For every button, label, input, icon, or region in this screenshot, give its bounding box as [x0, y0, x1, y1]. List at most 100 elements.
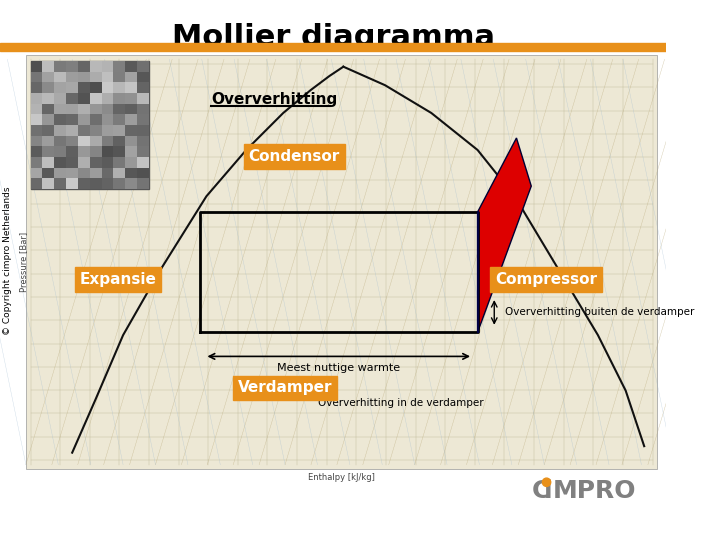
Bar — [125, 146, 138, 157]
Bar — [30, 157, 42, 167]
Bar — [54, 61, 66, 72]
Bar — [125, 114, 138, 125]
Bar — [78, 178, 90, 189]
Bar — [125, 136, 138, 146]
Text: Meest nuttige warmte: Meest nuttige warmte — [277, 363, 400, 374]
Bar — [125, 72, 138, 83]
Bar — [125, 83, 138, 93]
Bar — [114, 146, 125, 157]
Bar — [90, 146, 102, 157]
Bar — [54, 157, 66, 167]
Bar — [114, 104, 125, 114]
Bar — [54, 146, 66, 157]
Bar — [125, 167, 138, 178]
Bar — [66, 157, 78, 167]
Bar — [90, 157, 102, 167]
Bar — [42, 93, 54, 104]
Bar — [54, 136, 66, 146]
Bar — [66, 83, 78, 93]
Bar — [66, 125, 78, 136]
Bar — [114, 114, 125, 125]
Bar — [66, 93, 78, 104]
Bar — [90, 125, 102, 136]
Bar — [42, 61, 54, 72]
Bar — [54, 114, 66, 125]
Bar — [90, 104, 102, 114]
Bar — [42, 125, 54, 136]
Bar — [125, 93, 138, 104]
Bar — [125, 178, 138, 189]
Bar — [114, 136, 125, 146]
Bar — [138, 136, 149, 146]
Bar — [102, 146, 114, 157]
Bar — [26, 55, 657, 469]
Text: Expansie: Expansie — [80, 272, 157, 287]
Bar — [138, 178, 149, 189]
Bar — [125, 157, 138, 167]
Bar — [42, 178, 54, 189]
Bar — [114, 167, 125, 178]
Bar — [54, 72, 66, 83]
Bar — [30, 178, 42, 189]
Text: © Copyright cimpro Netherlands: © Copyright cimpro Netherlands — [3, 187, 12, 335]
Bar — [30, 93, 42, 104]
Text: Verdamper: Verdamper — [238, 380, 333, 395]
Text: Compressor: Compressor — [495, 272, 597, 287]
Bar — [138, 72, 149, 83]
Bar — [78, 146, 90, 157]
Bar — [102, 61, 114, 72]
Bar — [114, 178, 125, 189]
Bar — [66, 114, 78, 125]
Text: Oververhitting buiten de verdamper: Oververhitting buiten de verdamper — [505, 307, 695, 317]
Bar — [138, 167, 149, 178]
Bar — [42, 72, 54, 83]
Bar — [66, 146, 78, 157]
Polygon shape — [477, 138, 531, 332]
Bar — [42, 114, 54, 125]
Bar — [30, 61, 149, 189]
Bar — [78, 114, 90, 125]
Bar — [78, 61, 90, 72]
Bar — [114, 157, 125, 167]
Bar — [125, 61, 138, 72]
Bar — [90, 72, 102, 83]
Bar — [42, 136, 54, 146]
Bar — [54, 125, 66, 136]
Bar — [102, 178, 114, 189]
Bar — [102, 72, 114, 83]
Bar — [54, 167, 66, 178]
Bar — [30, 104, 42, 114]
Text: Oververhitting in de verdamper: Oververhitting in de verdamper — [318, 397, 484, 408]
Bar — [114, 83, 125, 93]
Bar — [138, 146, 149, 157]
Text: Oververhitting: Oververhitting — [211, 92, 337, 106]
Bar — [90, 136, 102, 146]
Bar — [78, 136, 90, 146]
Bar — [66, 72, 78, 83]
Bar — [66, 167, 78, 178]
Bar — [90, 114, 102, 125]
Bar — [102, 167, 114, 178]
Bar — [42, 157, 54, 167]
Bar — [90, 167, 102, 178]
Bar — [30, 83, 42, 93]
Bar — [30, 136, 42, 146]
Bar — [102, 114, 114, 125]
Bar — [30, 125, 42, 136]
Text: C: C — [532, 478, 551, 503]
Bar — [90, 83, 102, 93]
Bar — [54, 178, 66, 189]
Bar — [42, 167, 54, 178]
Bar — [114, 72, 125, 83]
Bar — [90, 93, 102, 104]
Bar — [138, 83, 149, 93]
Bar — [78, 157, 90, 167]
Bar — [90, 61, 102, 72]
Bar — [66, 136, 78, 146]
Bar — [54, 83, 66, 93]
Bar — [30, 61, 42, 72]
Bar — [30, 146, 42, 157]
Bar — [42, 104, 54, 114]
Bar — [66, 178, 78, 189]
Bar — [125, 104, 138, 114]
